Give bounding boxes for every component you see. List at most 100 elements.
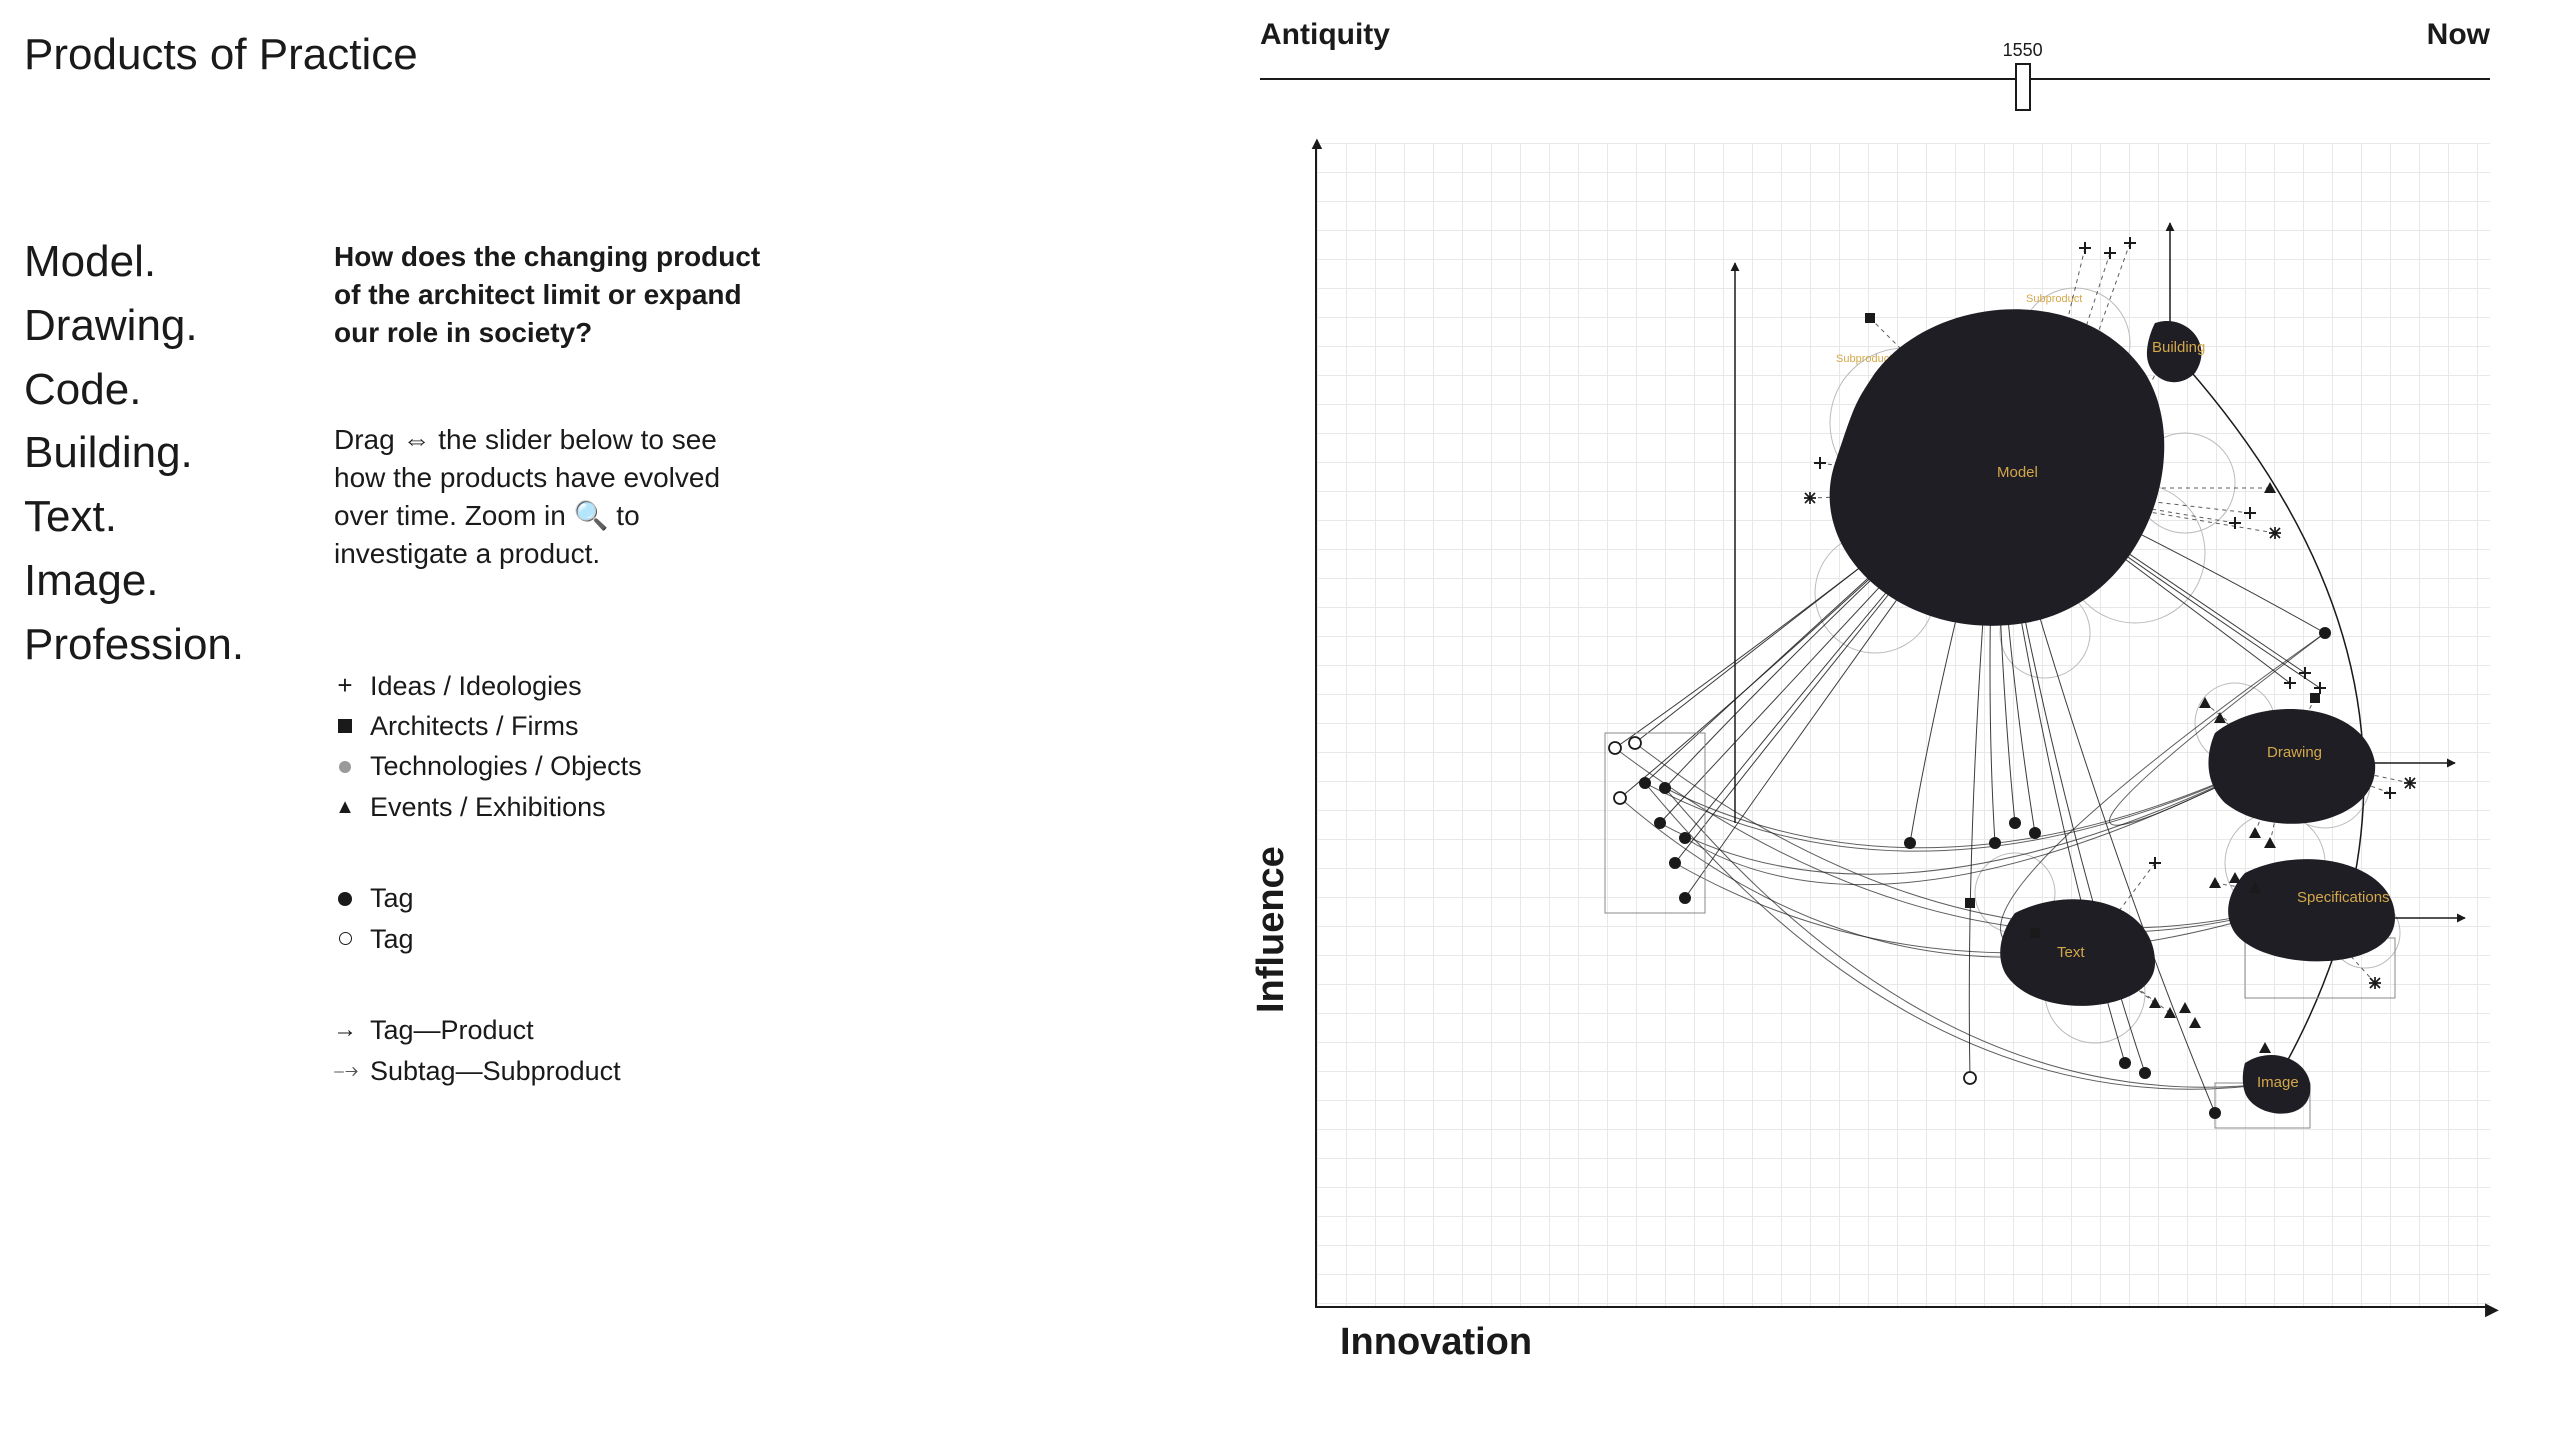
marker-star[interactable] [2269,527,2281,539]
marker-plus[interactable] [2124,237,2136,249]
product-blob-label: Building [2152,339,2205,356]
marker-triangle[interactable] [2249,827,2261,838]
product-item[interactable]: Profession. [24,613,294,677]
product-blob-label: Text [2057,944,2085,961]
product-blob-label: Drawing [2267,744,2322,761]
timeline[interactable]: Antiquity Now 1550 [1260,18,2490,113]
marker-square[interactable] [2030,928,2040,938]
legend-label: Subtag—Subproduct [370,1053,621,1089]
marker-triangle[interactable] [2164,1007,2176,1018]
marker-dot-filled[interactable] [1669,857,1681,869]
legend-row: + Ideas / Ideologies [334,668,774,704]
timeline-track[interactable] [1260,78,2490,80]
marker-dot-open[interactable] [1964,1072,1976,1084]
marker-star[interactable] [2404,777,2416,789]
marker-triangle[interactable] [2264,837,2276,848]
marker-triangle[interactable] [2189,1017,2201,1028]
marker-plus[interactable] [2149,857,2161,869]
marker-triangle[interactable] [2229,872,2241,883]
legend-row: ⤍ Subtag—Subproduct [334,1053,774,1089]
marker-plus[interactable] [2104,247,2116,259]
marker-plus[interactable] [2244,507,2256,519]
marker-plus[interactable] [2314,682,2326,694]
marker-dot-filled[interactable] [2209,1107,2221,1119]
dot-open-icon [339,932,352,945]
marker-square[interactable] [1965,898,1975,908]
product-item[interactable]: Text. [24,485,294,549]
marker-dot-filled[interactable] [2319,627,2331,639]
x-axis-label: Innovation [1340,1321,1532,1364]
legend-row: Technologies / Objects [334,748,774,784]
marker-dot-open[interactable] [1614,792,1626,804]
legend-row: Tag [334,880,774,916]
zoom-icon: 🔍 [574,500,609,531]
marker-triangle[interactable] [2209,877,2221,888]
triangle-icon: ▲ [334,794,356,821]
marker-dot-filled[interactable] [1679,832,1691,844]
link-curve [1645,783,2275,1089]
marker-dot-filled[interactable] [2139,1067,2151,1079]
marker-star[interactable] [2369,977,2381,989]
legend-links: →Tag—Product⤍Subtag—Subproduct [334,1012,774,1089]
marker-triangle[interactable] [2259,1042,2271,1053]
product-blob-drawing[interactable] [2208,709,2375,824]
marker-dot-filled[interactable] [1639,777,1651,789]
marker-triangle[interactable] [2179,1002,2191,1013]
arrow-icon: → [334,1014,356,1046]
legend-label: Technologies / Objects [370,748,642,784]
link-curve [1675,863,2315,953]
dot-icon [339,761,351,773]
product-blob-label: Model [1997,464,2038,481]
legend-row: Architects / Firms [334,708,774,744]
marker-square[interactable] [2310,693,2320,703]
plus-icon: + [334,668,356,703]
marker-plus[interactable] [2284,677,2296,689]
marker-dot-open[interactable] [1609,742,1621,754]
legend-label: Events / Exhibitions [370,789,606,825]
product-blob-specifications[interactable] [2228,859,2395,961]
legend-row: Tag [334,921,774,957]
product-item[interactable]: Building. [24,421,294,485]
instructions-text: Drag ⇔ the slider below to see how the p… [334,421,774,572]
marker-dot-filled[interactable] [1679,892,1691,904]
legend-row: ▲ Events / Exhibitions [334,789,774,825]
y-axis-label: Influence [1250,846,1293,1013]
arrow-dashed-icon: ⤍ [334,1055,356,1087]
marker-dot-filled[interactable] [2119,1057,2131,1069]
square-icon [338,719,352,733]
product-item[interactable]: Model. [24,230,294,294]
marker-plus[interactable] [2079,242,2091,254]
marker-dot-filled[interactable] [2009,817,2021,829]
marker-dot-filled[interactable] [2029,827,2041,839]
product-blob-label: Specifications [2297,889,2390,906]
product-list: Model.Drawing.Code.Building.Text.Image.P… [24,230,294,1144]
marker-dot-filled[interactable] [1904,837,1916,849]
page-title: Products of Practice [24,30,1200,80]
marker-dot-filled[interactable] [1654,817,1666,829]
chart[interactable]: ▲ ▶ Influence Innovation SubproductSubpr… [1260,143,2490,1363]
legend-label: Architects / Firms [370,708,579,744]
intro-question: How does the changing product of the arc… [334,238,774,351]
marker-dot-filled[interactable] [1659,782,1671,794]
legend-label: Ideas / Ideologies [370,668,582,704]
product-blob-label: Image [2257,1074,2299,1091]
marker-plus[interactable] [2229,517,2241,529]
marker-star[interactable] [1804,492,1816,504]
diagram-svg[interactable]: SubproductSubproductModelBuildingDrawing… [1315,143,2490,1308]
legend-tags: Tag Tag [334,880,774,957]
timeline-handle[interactable] [2015,63,2031,111]
product-item[interactable]: Drawing. [24,294,294,358]
marker-square[interactable] [1865,313,1875,323]
product-item[interactable]: Code. [24,358,294,422]
product-item[interactable]: Image. [24,549,294,613]
marker-triangle[interactable] [2149,997,2161,1008]
marker-dot-open[interactable] [1629,737,1641,749]
dot-filled-icon [338,892,352,906]
marker-plus[interactable] [1814,457,1826,469]
marker-plus[interactable] [2299,667,2311,679]
legend-label: Tag [370,921,414,957]
link-curve [1645,753,2285,851]
marker-dot-filled[interactable] [1989,837,2001,849]
legend-label: Tag [370,880,414,916]
marker-plus[interactable] [2384,787,2396,799]
